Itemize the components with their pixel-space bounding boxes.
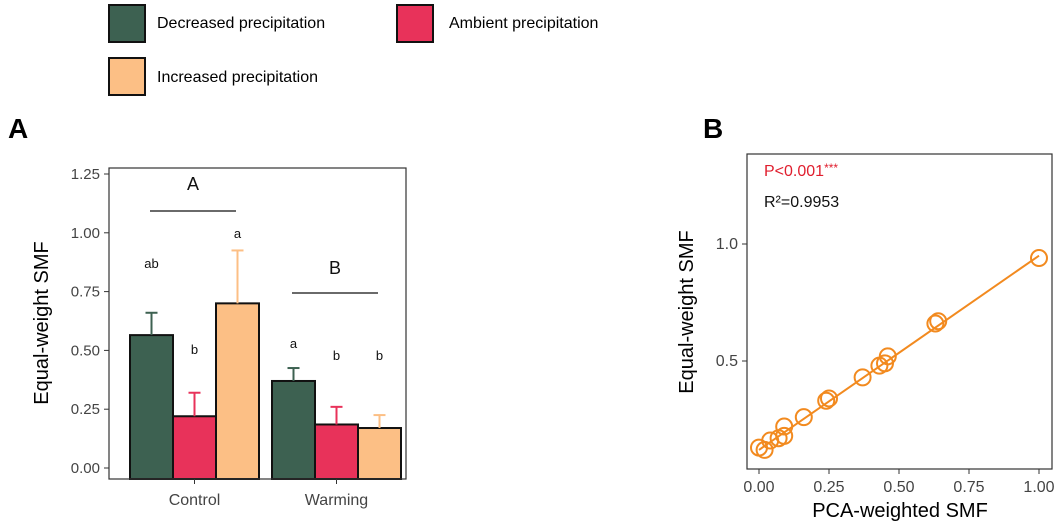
scatter-point [755, 440, 774, 459]
scatter-x-tick-label: 0.25 [813, 479, 844, 496]
scatter-x-tick-label: 1.00 [1023, 479, 1054, 496]
scatter-point [794, 408, 813, 427]
significance-letter: b [333, 348, 340, 363]
scatter-point [926, 314, 945, 333]
legend-swatch-decreased [108, 4, 146, 43]
scatter-x-axis-label: PCA-weighted SMF [812, 500, 988, 522]
legend-swatch-ambient [396, 4, 434, 43]
scatter-y-axis-label: Equal-weight SMF [676, 230, 698, 393]
scatter-point [775, 417, 794, 436]
bar [314, 423, 359, 481]
bar [215, 302, 260, 480]
scatter-chart: 0.00 0.25 0.50 0.75 1.00 0.5 1.0 Equal-weight … [676, 153, 1055, 522]
p-value-stars: *** [824, 161, 838, 175]
legend-label-increased: Increased precipitation [157, 69, 318, 86]
scatter-point [878, 347, 897, 366]
bar-y-tick-label: 0.75 [71, 284, 100, 301]
scatter-point [820, 389, 838, 408]
bar-x-tick-label: Warming [305, 492, 368, 509]
scatter-x-tick-label: 0.00 [743, 479, 774, 496]
bar-x-tick-label: Control [169, 492, 221, 509]
bar [357, 427, 402, 480]
scatter-chart-frame [746, 153, 1053, 470]
scatter-x-tick-label: 0.75 [953, 479, 984, 496]
r-squared-annotation: R²=0.9953 [764, 194, 839, 211]
significance-letter: a [234, 226, 242, 241]
bar-y-tick-label: 0.00 [71, 460, 100, 477]
significance-letter: ab [144, 256, 158, 271]
scatter-y-tick-label: 0.5 [716, 353, 738, 370]
significance-letter: b [376, 348, 383, 363]
bar-chart-y-axis-label: Equal-weight SMF [31, 241, 53, 404]
p-value-text: P<0.001 [764, 163, 824, 180]
scatter-y-tick-label: 1.0 [716, 236, 738, 253]
legend-label-decreased: Decreased precipitation [157, 15, 325, 32]
panel-label-b: B [703, 113, 723, 144]
legend-label-ambient: Ambient precipitation [449, 15, 598, 32]
bar-chart-frame [108, 167, 407, 480]
bar-y-tick-label: 0.50 [71, 342, 100, 359]
legend: Decreased precipitation Ambient precipit… [108, 4, 598, 96]
bar [271, 379, 316, 481]
scatter-point [817, 391, 836, 410]
bar-y-tick-label: 1.00 [71, 225, 100, 242]
legend-swatch-increased [108, 57, 146, 96]
group-label: A [187, 174, 199, 194]
regression-line [758, 254, 1040, 451]
bar [172, 415, 217, 481]
p-value-annotation: P<0.001*** [764, 161, 838, 180]
panel-label-a: A [8, 113, 28, 144]
scatter-point [1030, 249, 1048, 268]
bar-y-tick-label: 0.25 [71, 401, 100, 418]
group-label: B [329, 258, 341, 278]
scatter-point [929, 312, 948, 331]
scatter-point [775, 426, 794, 445]
significance-letter: a [290, 336, 298, 351]
scatter-x-tick-label: 0.50 [883, 479, 914, 496]
bar [129, 334, 174, 480]
significance-letter: b [191, 342, 198, 357]
bar-y-tick-label: 1.25 [71, 166, 100, 183]
scatter-point [853, 368, 872, 387]
